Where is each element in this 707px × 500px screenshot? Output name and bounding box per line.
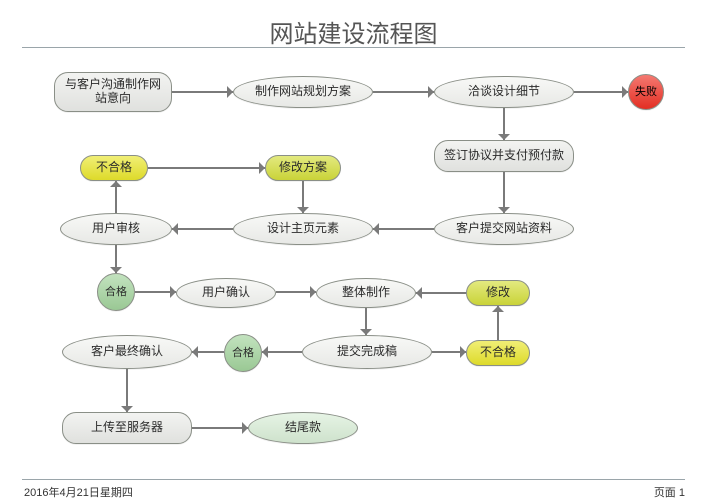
node-label: 上传至服务器 xyxy=(85,421,169,435)
node-n20: 结尾款 xyxy=(248,412,358,444)
node-label: 客户提交网站资料 xyxy=(450,222,558,236)
edge-segment xyxy=(262,351,302,352)
node-n3: 洽谈设计细节 xyxy=(434,76,574,108)
arrowhead-icon xyxy=(310,286,316,298)
node-label: 不合格 xyxy=(474,346,522,360)
flowchart-canvas: 网站建设流程图 与客户沟通制作网 站意向 制作网站规划方案 洽谈设计细节 失败签订协议… xyxy=(0,0,707,500)
node-n19: 上传至服务器 xyxy=(62,412,192,444)
node-label: 制作网站规划方案 xyxy=(249,85,357,99)
edge-segment xyxy=(574,91,628,92)
arrowhead-icon xyxy=(110,181,122,187)
node-label: 失败 xyxy=(629,86,663,99)
arrowhead-icon xyxy=(242,422,248,434)
arrowhead-icon xyxy=(498,207,510,213)
arrowhead-icon xyxy=(259,162,265,174)
arrowhead-icon xyxy=(170,286,176,298)
arrowhead-icon xyxy=(460,346,466,358)
node-n10: 不合格 xyxy=(80,155,148,181)
node-label: 客户最终确认 xyxy=(85,345,169,359)
footer-date: 2016年4月21日星期四 xyxy=(24,484,133,500)
edge-segment xyxy=(148,167,265,168)
arrowhead-icon xyxy=(416,287,422,299)
arrowhead-icon xyxy=(192,346,198,358)
node-label: 提交完成稿 xyxy=(331,345,403,359)
node-n9: 用户审核 xyxy=(60,213,172,245)
edge-segment xyxy=(373,228,434,229)
node-label: 结尾款 xyxy=(279,421,327,435)
node-label: 洽谈设计细节 xyxy=(462,85,546,99)
node-label: 用户审核 xyxy=(86,222,146,236)
arrowhead-icon xyxy=(172,223,178,235)
node-n15: 提交完成稿 xyxy=(302,335,432,369)
node-n17: 合格 xyxy=(224,334,262,372)
footer-page: 页面 1 xyxy=(654,484,685,500)
node-n12: 用户确认 xyxy=(176,278,276,308)
node-n5: 签订协议并支付预付款 xyxy=(434,140,574,172)
node-n11: 合格 xyxy=(97,273,135,311)
node-n18: 客户最终确认 xyxy=(62,335,192,369)
node-n6: 客户提交网站资料 xyxy=(434,213,574,245)
arrowhead-icon xyxy=(360,329,372,335)
arrowhead-icon xyxy=(373,223,379,235)
node-n1: 与客户沟通制作网 站意向 xyxy=(54,72,172,112)
node-label: 用户确认 xyxy=(196,286,256,300)
arrowhead-icon xyxy=(498,134,510,140)
node-label: 修改 xyxy=(480,286,516,300)
arrowhead-icon xyxy=(110,267,122,273)
arrowhead-icon xyxy=(492,306,504,312)
node-n13: 整体制作 xyxy=(316,278,416,308)
node-n2: 制作网站规划方案 xyxy=(233,76,373,108)
arrowhead-icon xyxy=(622,86,628,98)
node-label: 整体制作 xyxy=(336,286,396,300)
node-label: 不合格 xyxy=(90,161,138,175)
arrowhead-icon xyxy=(227,86,233,98)
node-n7: 设计主页元素 xyxy=(233,213,373,245)
node-n4: 失败 xyxy=(628,74,664,110)
edge-segment xyxy=(172,228,233,229)
edge-segment xyxy=(192,427,248,428)
arrowhead-icon xyxy=(262,346,268,358)
edge-segment xyxy=(172,91,233,92)
arrowhead-icon xyxy=(428,86,434,98)
page-title: 网站建设流程图 xyxy=(0,14,707,49)
node-label: 修改方案 xyxy=(273,161,333,175)
arrowhead-icon xyxy=(121,406,133,412)
node-label: 合格 xyxy=(226,347,260,360)
node-label: 合格 xyxy=(99,286,133,299)
node-label: 设计主页元素 xyxy=(261,222,345,236)
arrowhead-icon xyxy=(297,207,309,213)
footer-line xyxy=(22,479,685,480)
node-label: 与客户沟通制作网 站意向 xyxy=(59,78,167,106)
node-n16: 不合格 xyxy=(466,340,530,366)
node-n14: 修改 xyxy=(466,280,530,306)
edge-segment xyxy=(373,91,434,92)
title-underline xyxy=(22,47,685,48)
node-n8: 修改方案 xyxy=(265,155,341,181)
node-label: 签订协议并支付预付款 xyxy=(438,149,570,163)
edge-segment xyxy=(416,292,466,293)
